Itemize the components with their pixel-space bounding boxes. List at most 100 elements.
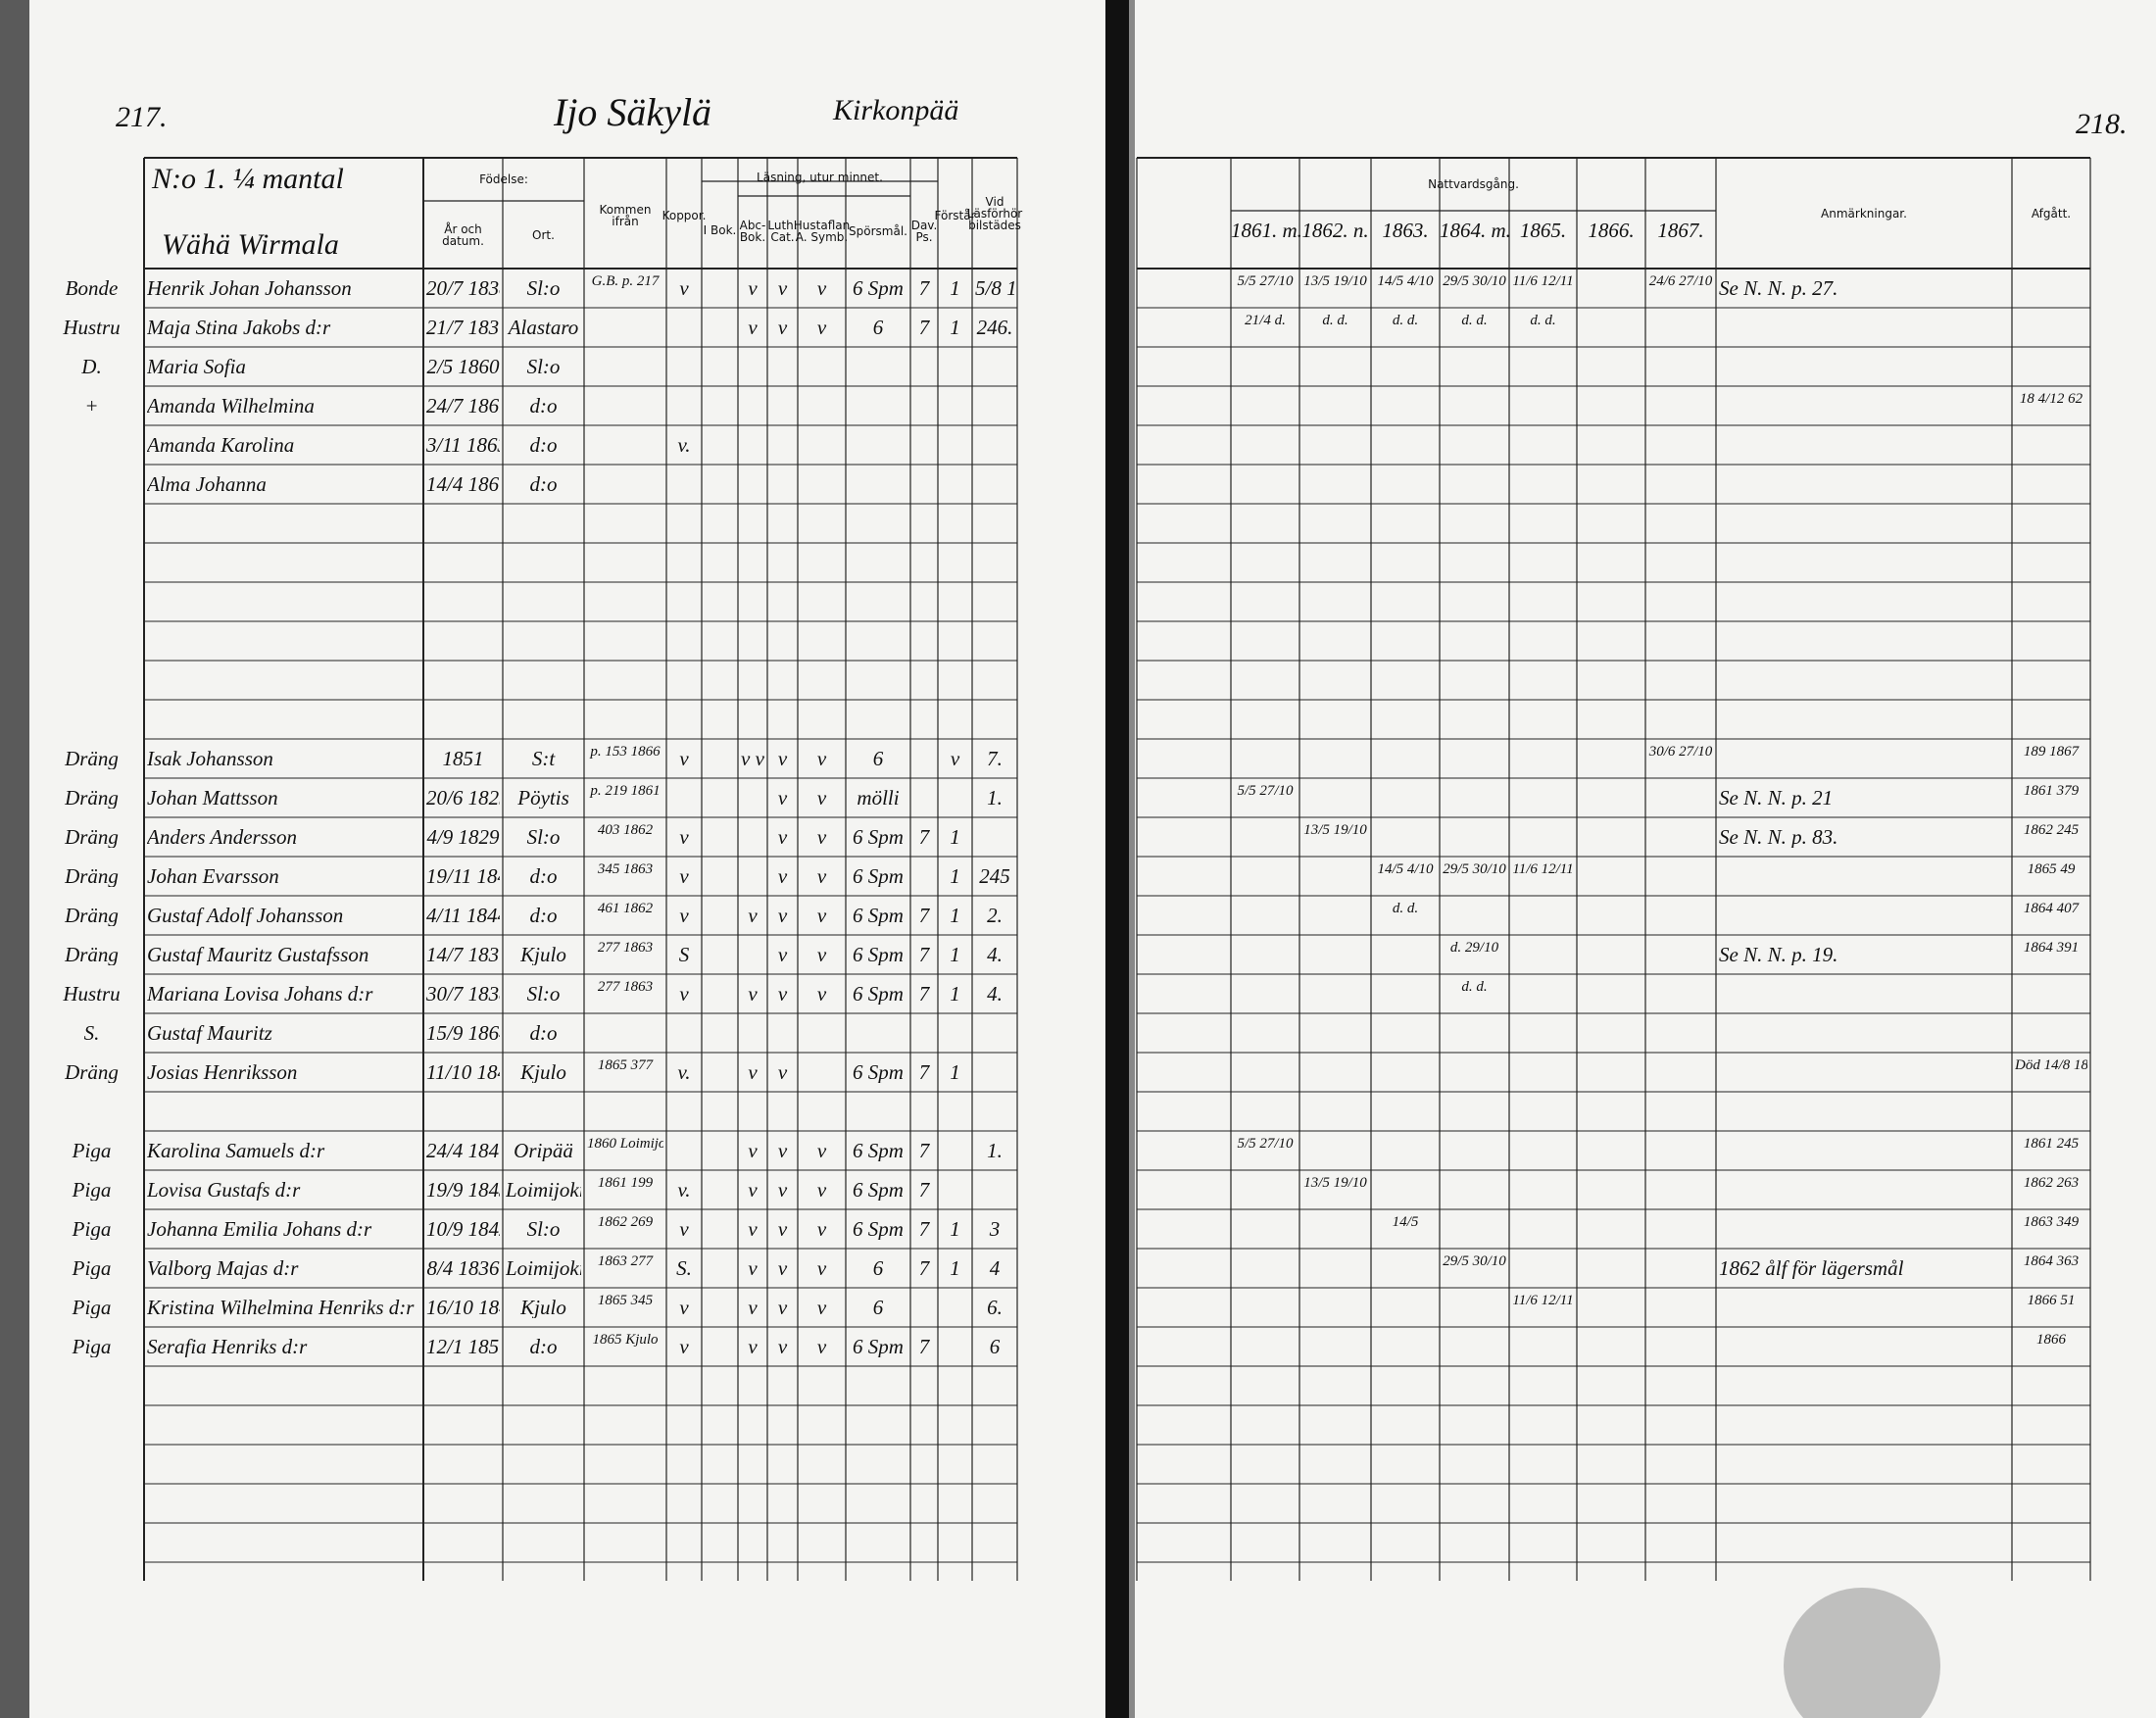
cell-ps: 7 <box>918 318 930 338</box>
cell-quest: 6 Spm <box>853 1219 904 1240</box>
cell-cat: v <box>777 1258 788 1279</box>
cell-table: v <box>816 749 827 769</box>
cell-cat: v <box>777 1062 788 1083</box>
cell-left: 189 1867 <box>2023 745 2080 760</box>
cell-abc: v v <box>741 749 764 769</box>
cell-place: Sl:o <box>526 984 561 1005</box>
cell-pox: S. <box>676 1258 692 1279</box>
cell-pox: v <box>679 278 689 299</box>
cell-name: Henrik Johan Johansson <box>147 278 352 299</box>
cell-born: 24/4 1840 <box>426 1141 500 1161</box>
cell-place: Sl:o <box>526 278 561 299</box>
cell-name: Valborg Majas d:r <box>147 1258 299 1279</box>
cell-place: Pöytis <box>517 788 569 809</box>
cell-y1863: d. d. <box>1392 314 1419 328</box>
cell-born: 4/11 1844 <box>426 906 500 926</box>
cell-exam: 246. <box>976 318 1013 338</box>
cell-from: 1865 Kjulo <box>592 1333 659 1348</box>
cell-table: v <box>816 788 827 809</box>
cell-cat: v <box>777 1180 788 1201</box>
cell-born: 14/4 1866 <box>426 474 500 495</box>
cell-table: v <box>816 278 827 299</box>
cell-table: v <box>816 1258 827 1279</box>
cell-born: 8/4 1836 <box>426 1258 500 1279</box>
year-header: 1864. m. <box>1440 219 1511 242</box>
cell-und: 1 <box>950 906 960 926</box>
cell-table: v <box>816 866 827 887</box>
cell-table: v <box>816 945 827 965</box>
cell-quest: 6 <box>872 1258 884 1279</box>
cell-und: 1 <box>950 866 960 887</box>
cell-ps: 7 <box>918 1180 930 1201</box>
cell-place: Loimijoki <box>506 1258 581 1279</box>
cell-y1867: 24/6 27/10 <box>1648 274 1713 289</box>
cell-from: 403 1862 <box>597 823 654 838</box>
cell-quest: 6 Spm <box>853 1141 904 1161</box>
cell-und: 1 <box>950 984 960 1005</box>
cell-y1862: 13/5 19/10 <box>1303 274 1367 289</box>
cell-exam: 4 <box>989 1258 1001 1279</box>
cell-from: 277 1863 <box>597 941 654 956</box>
cell-from: 277 1863 <box>597 980 654 995</box>
parish-title: Ijo Säkylä <box>554 90 712 134</box>
cell-pox: v <box>679 1219 689 1240</box>
cell-name: Gustaf Adolf Johansson <box>147 906 344 926</box>
spine-edge <box>1129 0 1135 1718</box>
cell-from: 461 1862 <box>597 902 654 916</box>
page-number: 217. <box>116 101 168 133</box>
cell-quest: 6 <box>872 1298 884 1318</box>
cell-cat: v <box>777 866 788 887</box>
cell-place: d:o <box>529 906 558 926</box>
cell-name: Kristina Wilhelmina Henriks d:r <box>147 1298 415 1318</box>
cell-abc: v <box>748 1062 758 1083</box>
cell-quest: 6 Spm <box>853 906 904 926</box>
cell-place: S:t <box>531 749 556 769</box>
cell-cat: v <box>777 1219 788 1240</box>
cell-role: D. <box>81 357 102 377</box>
cell-quest: 6 Spm <box>853 866 904 887</box>
cell-name: Maja Stina Jakobs d:r <box>147 318 331 338</box>
cell-from: 345 1863 <box>597 862 654 877</box>
cell-pox: v <box>679 866 689 887</box>
cell-cat: v <box>777 906 788 926</box>
cell-role: Dräng <box>65 788 119 809</box>
cell-name: Johan Mattsson <box>147 788 278 809</box>
cell-y1863: d. d. <box>1392 902 1419 916</box>
cell-cat: v <box>777 788 788 809</box>
cell-und: 1 <box>950 278 960 299</box>
cell-role: Piga <box>72 1180 112 1201</box>
cell-abc: v <box>748 1258 758 1279</box>
cell-name: Johanna Emilia Johans d:r <box>147 1219 372 1240</box>
column-header: Födelse: <box>479 172 528 186</box>
cell-table: v <box>816 1180 827 1201</box>
cell-place: Sl:o <box>526 357 561 377</box>
cell-place: d:o <box>529 1023 558 1044</box>
cell-name: Josias Henriksson <box>147 1062 298 1083</box>
cell-cat: v <box>777 984 788 1005</box>
cell-quest: 6 Spm <box>853 278 904 299</box>
cell-role: Piga <box>72 1258 112 1279</box>
cell-born: 19/11 1842 <box>426 866 500 887</box>
cell-abc: v <box>748 1219 758 1240</box>
cell-exam: 1. <box>987 788 1003 809</box>
cell-y1861: 21/4 d. <box>1245 314 1286 328</box>
cell-y1861: 5/5 27/10 <box>1237 784 1294 799</box>
cell-note: Se N. N. p. 83. <box>1719 827 1838 848</box>
cell-place: Kjulo <box>520 1062 566 1083</box>
cell-abc: v <box>748 984 758 1005</box>
cell-quest: 6 <box>872 318 884 338</box>
cell-role: Hustru <box>63 984 121 1005</box>
cell-name: Gustaf Mauritz Gustafsson <box>147 945 369 965</box>
cell-cat: v <box>777 1141 788 1161</box>
cell-y1862: d. d. <box>1322 314 1348 328</box>
cell-from: p. 219 1861 <box>590 784 661 799</box>
cell-left: 1866 <box>2036 1333 2066 1348</box>
column-header: Vid Läsförhör bilstädes <box>966 194 1023 232</box>
cell-born: 14/7 1837 <box>426 945 500 965</box>
cell-role: Dräng <box>65 945 119 965</box>
cell-role: Bonde <box>65 278 119 299</box>
cell-y1863: 14/5 4/10 <box>1377 862 1434 877</box>
cell-und: 1 <box>950 318 960 338</box>
cell-role: Dräng <box>65 866 119 887</box>
